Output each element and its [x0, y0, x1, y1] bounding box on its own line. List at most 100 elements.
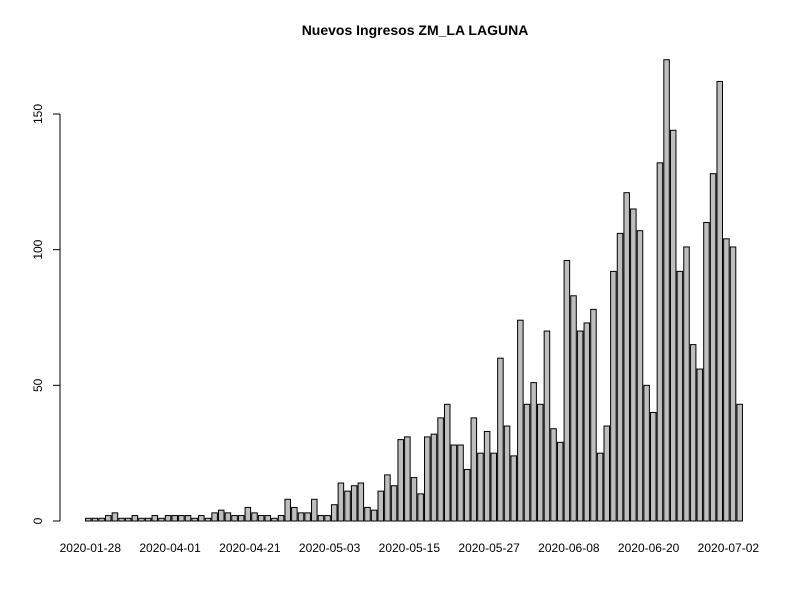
x-tick-label-2: 2020-04-21: [219, 541, 281, 555]
bar-75: [583, 322, 591, 522]
x-tick-label-3: 2020-05-03: [299, 541, 361, 555]
bar-98: [736, 403, 743, 522]
bar-37: [330, 504, 338, 522]
bars-group: [85, 59, 743, 522]
bar-86: [656, 162, 664, 522]
chart-title: Nuevos Ingresos ZM_LA LAGUNA: [302, 22, 529, 38]
bar-31: [291, 506, 298, 522]
bar-30: [284, 498, 291, 522]
bar-6: [124, 517, 132, 522]
bar-83: [636, 230, 644, 522]
bar-95: [716, 80, 723, 522]
bar-28: [271, 517, 278, 522]
bar-77: [596, 452, 604, 522]
bar-68: [537, 403, 544, 522]
bar-0: [85, 517, 92, 522]
bar-69: [543, 330, 551, 522]
bar-42: [364, 506, 371, 522]
bar-27: [264, 515, 272, 522]
bar-65: [517, 319, 524, 522]
bar-64: [510, 455, 517, 522]
bar-18: [204, 517, 212, 522]
bar-3: [105, 515, 112, 522]
bar-34: [311, 498, 318, 522]
bar-89: [676, 270, 684, 522]
bar-59: [477, 452, 484, 522]
bar-12: [164, 515, 172, 522]
bar-50: [417, 493, 424, 522]
bar-16: [191, 517, 198, 522]
bar-93: [703, 222, 710, 522]
bar-97: [729, 246, 737, 522]
bar-81: [623, 192, 630, 522]
y-tick-label-100: 100: [31, 239, 45, 259]
bar-46: [390, 485, 398, 522]
bar-5: [118, 517, 125, 522]
bar-61: [490, 452, 498, 522]
bar-62: [497, 357, 504, 522]
bar-45: [384, 474, 391, 522]
bar-74: [576, 330, 584, 522]
bar-66: [523, 403, 531, 522]
bar-67: [530, 382, 537, 522]
x-tick-label-0: 2020-01-28: [60, 541, 122, 555]
bar-26: [257, 515, 265, 522]
bar-90: [683, 246, 690, 522]
bar-33: [304, 512, 311, 522]
bar-49: [410, 477, 418, 522]
bar-15: [184, 515, 192, 522]
bar-56: [457, 444, 464, 522]
bar-36: [324, 515, 331, 522]
bar-35: [317, 515, 325, 522]
bar-1: [91, 517, 99, 522]
bar-19: [211, 512, 218, 522]
bar-23: [237, 515, 245, 522]
bar-91: [689, 344, 697, 522]
bar-24: [244, 506, 252, 522]
bar-52: [430, 433, 438, 522]
bar-54: [443, 403, 451, 522]
bar-78: [603, 425, 611, 522]
bar-96: [723, 238, 730, 522]
x-tick-label-7: 2020-06-20: [618, 541, 680, 555]
bar-85: [650, 411, 657, 522]
y-tick-label-150: 150: [31, 104, 45, 124]
bar-47: [397, 439, 404, 522]
bar-51: [424, 436, 431, 522]
bar-63: [503, 425, 511, 522]
bar-10: [151, 515, 159, 522]
x-tick-label-5: 2020-05-27: [458, 541, 520, 555]
bar-76: [590, 308, 597, 522]
bar-2: [98, 517, 105, 522]
bar-25: [251, 512, 258, 522]
bar-82: [630, 208, 637, 522]
y-tick-label-0: 0: [31, 517, 45, 524]
bar-58: [470, 417, 478, 522]
y-axis: 0 50 100 150: [31, 104, 61, 524]
x-tick-label-6: 2020-06-08: [538, 541, 600, 555]
bar-14: [178, 515, 185, 522]
bar-20: [217, 509, 225, 522]
bar-29: [277, 515, 285, 522]
bar-92: [696, 368, 704, 522]
bar-39: [344, 490, 351, 522]
x-tick-label-4: 2020-05-15: [379, 541, 441, 555]
bar-8: [138, 517, 145, 522]
bar-94: [709, 173, 717, 522]
bar-53: [437, 417, 444, 522]
bar-87: [663, 59, 670, 522]
bar-80: [616, 232, 624, 522]
bar-44: [377, 490, 385, 522]
bar-11: [158, 517, 165, 522]
bar-43: [370, 509, 378, 522]
x-tick-label-8: 2020-07-02: [698, 541, 760, 555]
bar-57: [463, 468, 471, 522]
bar-79: [610, 270, 617, 522]
bar-73: [570, 295, 577, 522]
bar-60: [483, 430, 491, 522]
bar-32: [297, 512, 305, 522]
bar-48: [404, 436, 411, 522]
bar-41: [357, 482, 365, 522]
bar-40: [350, 485, 358, 522]
